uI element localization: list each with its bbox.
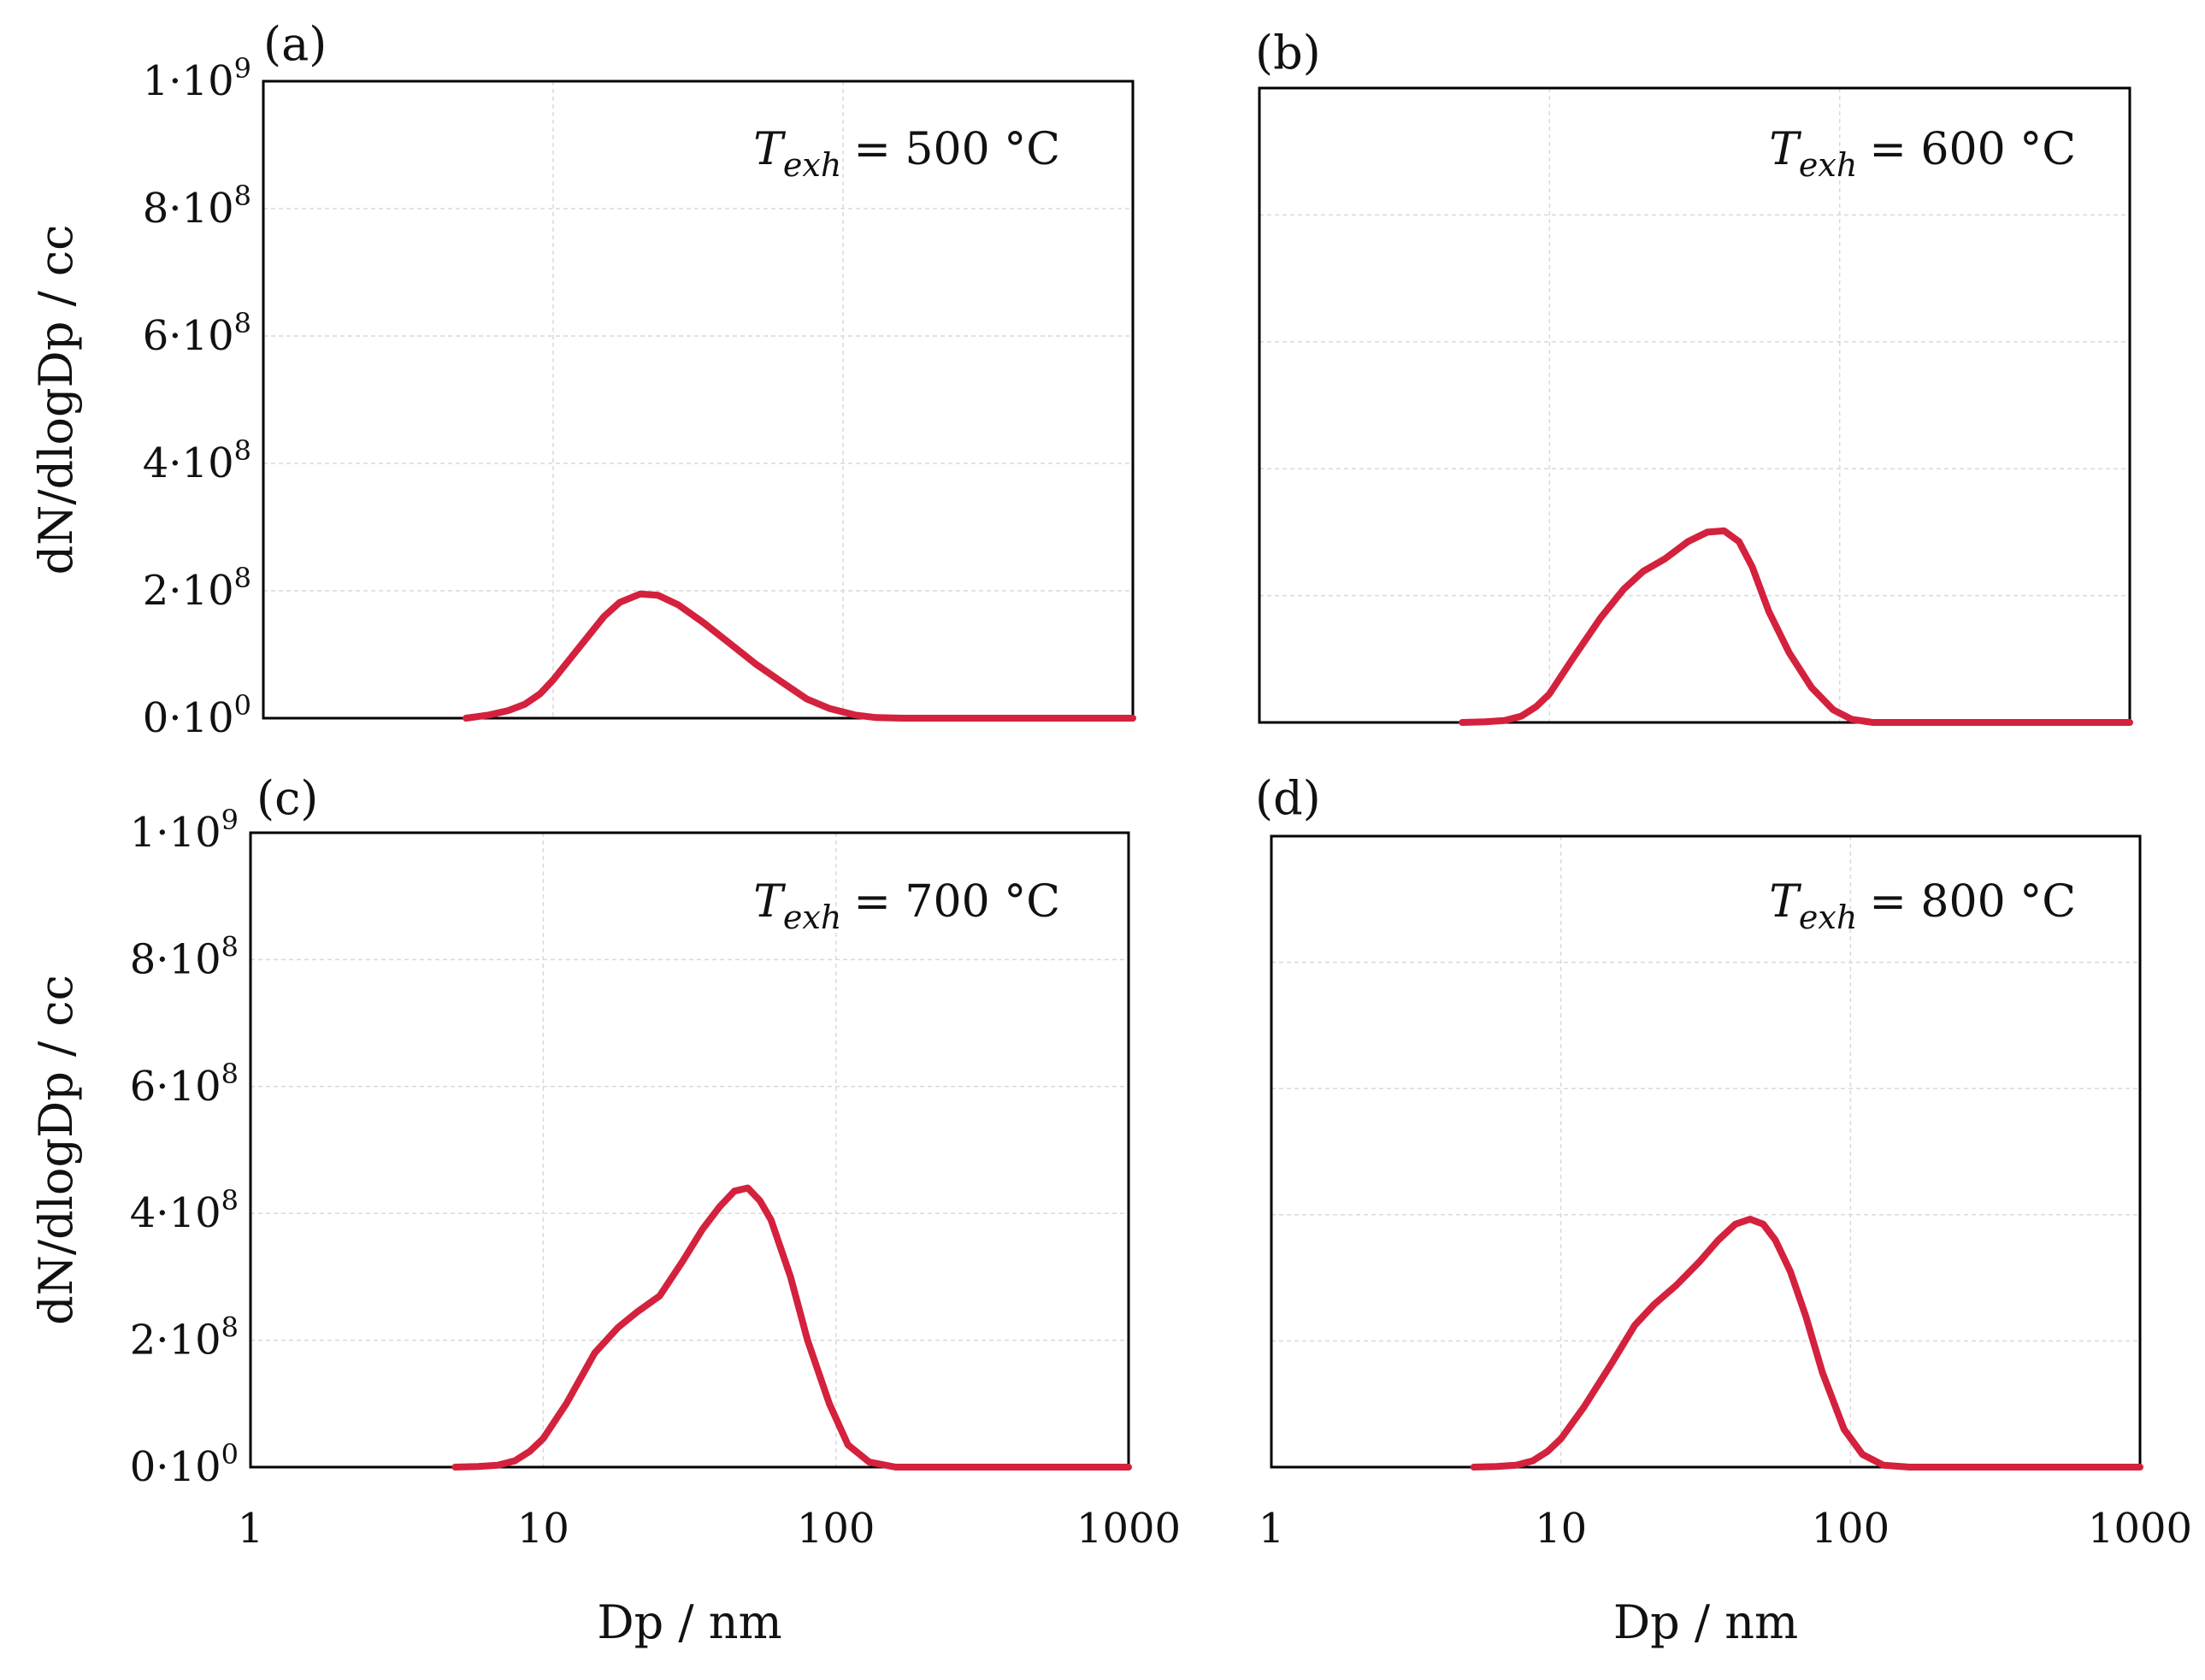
panel-label: (c) bbox=[256, 771, 318, 825]
series-line bbox=[451, 1184, 1132, 1471]
x-tick-label: 1000 bbox=[1076, 1505, 1181, 1553]
y-tick-label: 0·100 bbox=[143, 689, 251, 742]
y-tick-label: 6·108 bbox=[143, 307, 251, 360]
y-tick-label: 8·108 bbox=[143, 180, 251, 233]
annotation-symbol: T bbox=[753, 124, 786, 175]
panel-c: (c) Texh = 700 °C 0·100 2·108 4·108 6·108 8·108… bbox=[29, 771, 1181, 1649]
y-tick-label: 6·108 bbox=[130, 1058, 239, 1111]
annotation-symbol: T bbox=[1769, 124, 1801, 175]
x-axis-title: Dp / nm bbox=[1613, 1595, 1798, 1649]
panel-label: (d) bbox=[1255, 771, 1321, 825]
panel-label: (b) bbox=[1255, 26, 1321, 80]
series-line bbox=[463, 590, 1136, 722]
series-line bbox=[1470, 1216, 2143, 1471]
temperature-annotation: Texh = 600 °C bbox=[1769, 124, 2076, 184]
annotation-subscript: exh bbox=[1799, 146, 1857, 184]
y-tick-label: 4·108 bbox=[143, 434, 251, 487]
x-tick-label: 100 bbox=[1812, 1505, 1890, 1553]
x-tick-label: 100 bbox=[797, 1505, 876, 1553]
x-tick-label: 1 bbox=[1259, 1505, 1285, 1553]
plot-frame bbox=[1270, 834, 2142, 1469]
panel-a: (a) Texh = 500 °C 0·100 2·108 4·108 6·108 8·108… bbox=[29, 17, 1136, 742]
plot-frame bbox=[249, 831, 1130, 1469]
y-tick-label: 0·100 bbox=[130, 1438, 239, 1491]
x-tick-label: 1000 bbox=[2088, 1505, 2192, 1553]
series-line bbox=[1459, 527, 2133, 726]
y-axis-title: dN/dlogDp / cc bbox=[29, 975, 83, 1325]
y-axis-title: dN/dlogDp / cc bbox=[29, 225, 83, 575]
annotation-subscript: exh bbox=[1799, 899, 1857, 936]
annotation-symbol: T bbox=[1769, 876, 1801, 928]
annotation-value: = 700 °C bbox=[853, 876, 1060, 928]
x-axis-title: Dp / nm bbox=[597, 1595, 781, 1649]
annotation-value: = 600 °C bbox=[1869, 124, 2076, 175]
temperature-annotation: Texh = 500 °C bbox=[753, 124, 1060, 184]
y-tick-label: 4·108 bbox=[130, 1184, 239, 1237]
y-tick-label: 1·109 bbox=[143, 52, 251, 105]
y-tick-label: 2·108 bbox=[143, 562, 251, 615]
annotation-symbol: T bbox=[753, 876, 786, 928]
annotation-value: = 500 °C bbox=[853, 124, 1060, 175]
annotation-subscript: exh bbox=[783, 899, 841, 936]
panel-b: (b) Texh = 600 °C bbox=[1255, 26, 2133, 726]
panel-d: (d) Texh = 800 °C 1 10 100 1000 Dp / nm bbox=[1255, 771, 2192, 1649]
x-tick-label: 1 bbox=[238, 1505, 264, 1553]
annotation-subscript: exh bbox=[783, 146, 841, 184]
y-tick-label: 8·108 bbox=[130, 930, 239, 983]
y-tick-label: 1·109 bbox=[130, 804, 239, 857]
panel-label: (a) bbox=[263, 17, 327, 71]
temperature-annotation: Texh = 800 °C bbox=[1769, 876, 2076, 936]
x-tick-label: 10 bbox=[1535, 1505, 1587, 1553]
x-tick-label: 10 bbox=[517, 1505, 569, 1553]
y-tick-label: 2·108 bbox=[130, 1312, 239, 1365]
plot-frame bbox=[1258, 86, 2131, 724]
plot-frame bbox=[262, 80, 1135, 720]
temperature-annotation: Texh = 700 °C bbox=[753, 876, 1060, 936]
annotation-value: = 800 °C bbox=[1869, 876, 2076, 928]
